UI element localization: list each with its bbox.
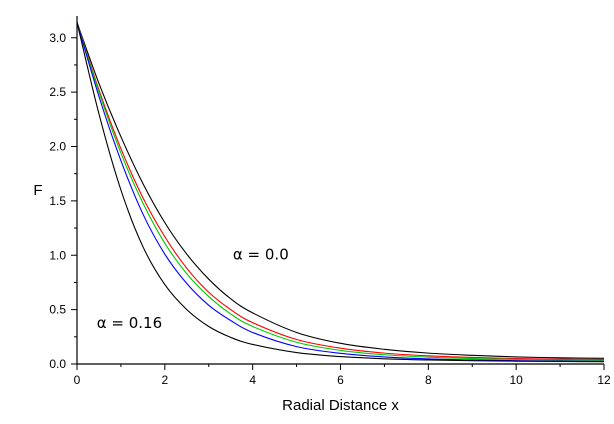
x-tick-label: 8 (425, 373, 432, 387)
x-axis-ticks: 0 2 4 6 8 10 12 (74, 364, 611, 387)
y-tick-label: 0.5 (49, 303, 66, 317)
series-line-4 (76, 22, 605, 363)
y-tick-label: 1.0 (49, 248, 66, 262)
series-line-3 (76, 22, 605, 362)
y-tick-label: 3.0 (49, 31, 66, 45)
y-tick-label: 2.5 (49, 85, 66, 99)
y-axis-ticks: 0.0 0.5 1.0 1.5 2.0 2.5 3.0 (49, 31, 77, 371)
series-line-2 (76, 22, 605, 361)
x-tick-label: 12 (597, 373, 611, 387)
y-tick-label: 0.0 (49, 357, 66, 371)
series-curves (76, 22, 605, 363)
x-axis-title: Radial Distance x (282, 397, 399, 414)
y-tick-label: 1.5 (49, 194, 66, 208)
x-tick-label: 10 (509, 373, 523, 387)
annotation-alpha-016: α = 0.16 (97, 314, 162, 332)
x-tick-label: 2 (161, 373, 168, 387)
x-tick-label: 4 (249, 373, 256, 387)
y-axis-title: F (33, 182, 42, 199)
annotation-alpha-0: α = 0.0 (233, 246, 289, 264)
series-line-1 (76, 22, 605, 360)
series-line-0 (76, 22, 605, 359)
x-tick-label: 0 (74, 373, 81, 387)
y-tick-label: 2.0 (49, 140, 66, 154)
axes (76, 16, 604, 365)
x-tick-label: 6 (337, 373, 344, 387)
